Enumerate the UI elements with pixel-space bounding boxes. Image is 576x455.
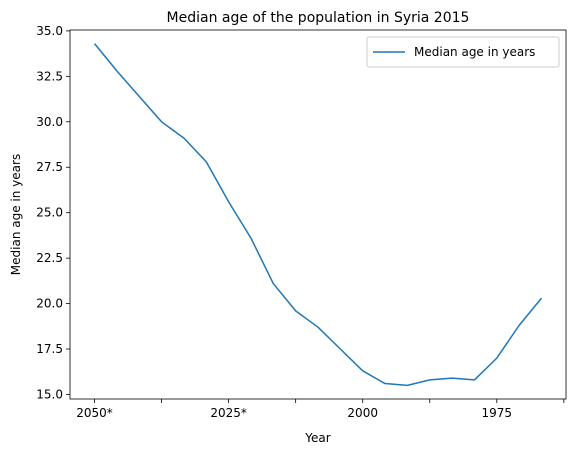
plot-frame: [69, 29, 567, 400]
y-tick-label: 15.0: [36, 387, 63, 401]
x-tick-label: 2050*: [76, 406, 113, 420]
y-tick-label: 32.5: [36, 69, 63, 83]
y-tick-label: 20.0: [36, 297, 63, 311]
chart-title: Median age of the population in Syria 20…: [167, 10, 470, 26]
y-axis: 15.0 17.5 20.0 22.5 25.0 27.5 30.0 32.5 35.0: [36, 24, 70, 401]
x-tick-label: 1975: [482, 406, 513, 420]
y-axis-label: Median age in years: [9, 154, 23, 275]
y-tick-label: 27.5: [36, 160, 63, 174]
y-tick-label: 22.5: [36, 251, 63, 265]
y-tick-label: 25.0: [36, 206, 63, 220]
y-tick-label: 30.0: [36, 115, 63, 129]
x-axis-label: Year: [304, 431, 330, 445]
y-tick-label: 17.5: [36, 342, 63, 356]
plot-area: [93, 43, 543, 387]
x-tick-label: 2000: [347, 406, 378, 420]
legend: Median age in years: [366, 36, 560, 68]
legend-label-median-age: Median age in years: [414, 45, 535, 59]
series-line-0: [93, 43, 543, 387]
legend-box: [366, 36, 560, 68]
y-tick-label: 35.0: [36, 24, 63, 38]
x-tick-label: 2025*: [210, 406, 247, 420]
x-axis: 2050*2025*200019751950: [76, 399, 565, 420]
